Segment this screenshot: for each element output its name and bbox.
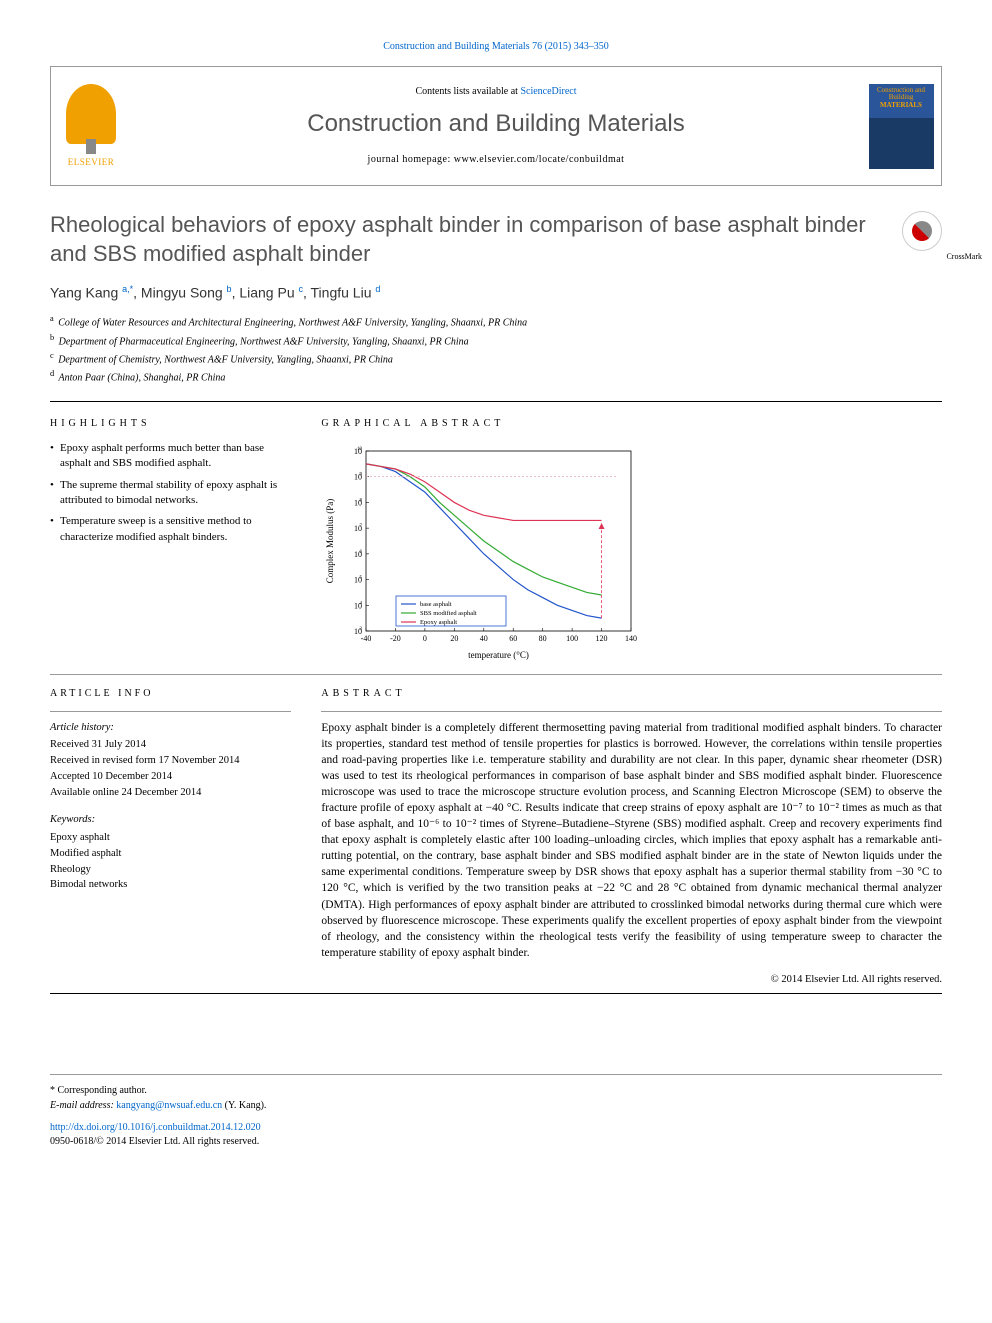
issn-line: 0950-0618/© 2014 Elsevier Ltd. All right…	[50, 1135, 942, 1149]
authors-line: Yang Kang a,*, Mingyu Song b, Liang Pu c…	[50, 283, 942, 303]
svg-text:10: 10	[357, 447, 363, 452]
doi-link[interactable]: http://dx.doi.org/10.1016/j.conbuildmat.…	[50, 1121, 942, 1135]
homepage-prefix: journal homepage:	[368, 154, 454, 165]
keyword: Bimodal networks	[50, 877, 291, 893]
journal-name: Construction and Building Materials	[307, 107, 685, 141]
keywords-label: Keywords:	[50, 812, 291, 828]
affiliation-line: b Department of Pharmaceutical Engineeri…	[50, 332, 942, 349]
svg-text:-20: -20	[390, 634, 401, 643]
svg-text:100: 100	[566, 634, 578, 643]
svg-text:SBS modified asphalt: SBS modified asphalt	[420, 610, 477, 617]
graphical-abstract-chart: 1031041051061071081091010-40-20020406080…	[321, 441, 942, 666]
affiliations: a College of Water Resources and Archite…	[50, 313, 942, 385]
divider-thin	[50, 711, 291, 712]
affiliation-line: d Anton Paar (China), Shanghai, PR China	[50, 368, 942, 385]
keyword: Modified asphalt	[50, 846, 291, 862]
affiliation-line: c Department of Chemistry, Northwest A&F…	[50, 350, 942, 367]
article-title: Rheological behaviors of epoxy asphalt b…	[50, 211, 882, 268]
abstract-text: Epoxy asphalt binder is a completely dif…	[321, 720, 942, 961]
svg-text:7: 7	[360, 524, 363, 529]
crossmark-label: CrossMark	[946, 251, 982, 262]
header-center: Contents lists available at ScienceDirec…	[131, 67, 861, 185]
graphical-abstract-label: GRAPHICAL ABSTRACT	[321, 417, 942, 431]
svg-text:6: 6	[360, 550, 363, 555]
highlights-list: Epoxy asphalt performs much better than …	[50, 441, 291, 545]
copyright-line: © 2014 Elsevier Ltd. All rights reserved…	[321, 973, 942, 988]
keyword: Epoxy asphalt	[50, 830, 291, 846]
svg-text:20: 20	[451, 634, 459, 643]
svg-text:5: 5	[360, 575, 363, 580]
email-suffix: (Y. Kang).	[222, 1100, 266, 1111]
publisher-name: ELSEVIER	[68, 156, 115, 169]
crossmark-icon[interactable]	[902, 211, 942, 251]
svg-text:8: 8	[360, 498, 363, 503]
svg-text:temperature (°C): temperature (°C)	[468, 650, 529, 660]
divider-thin	[50, 674, 942, 675]
article-history: Article history: Received 31 July 2014Re…	[50, 720, 291, 894]
cover-text-bottom: MATERIALS	[872, 102, 931, 110]
divider	[50, 993, 942, 994]
history-line: Accepted 10 December 2014	[50, 769, 291, 785]
history-label: Article history:	[50, 720, 291, 736]
svg-text:-40: -40	[361, 634, 372, 643]
history-line: Available online 24 December 2014	[50, 785, 291, 801]
history-line: Received in revised form 17 November 201…	[50, 753, 291, 769]
cover-thumbnail: Construction and Building MATERIALS	[869, 84, 934, 169]
affiliation-line: a College of Water Resources and Archite…	[50, 313, 942, 330]
svg-text:120: 120	[596, 634, 608, 643]
highlights-label: HIGHLIGHTS	[50, 417, 291, 431]
footer: * Corresponding author. E-mail address: …	[50, 1074, 942, 1149]
article-info-label: ARTICLE INFO	[50, 687, 291, 701]
svg-text:140: 140	[625, 634, 637, 643]
keywords-list: Epoxy asphaltModified asphaltRheologyBim…	[50, 830, 291, 893]
divider-thin	[321, 711, 942, 712]
svg-text:40: 40	[480, 634, 488, 643]
citation-line: Construction and Building Materials 76 (…	[50, 40, 942, 54]
contents-prefix: Contents lists available at	[415, 86, 520, 97]
journal-cover: Construction and Building MATERIALS	[861, 67, 941, 185]
sciencedirect-link[interactable]: ScienceDirect	[520, 86, 576, 97]
divider	[50, 401, 942, 402]
homepage-url[interactable]: www.elsevier.com/locate/conbuildmat	[454, 154, 625, 165]
svg-text:0: 0	[423, 634, 427, 643]
highlight-item: Epoxy asphalt performs much better than …	[50, 441, 291, 472]
publisher-logo: ELSEVIER	[51, 67, 131, 185]
svg-text:60: 60	[510, 634, 518, 643]
homepage-line: journal homepage: www.elsevier.com/locat…	[368, 153, 625, 167]
svg-text:80: 80	[539, 634, 547, 643]
svg-text:base asphalt: base asphalt	[420, 601, 452, 608]
history-line: Received 31 July 2014	[50, 737, 291, 753]
email-prefix: E-mail address:	[50, 1100, 116, 1111]
corresponding-author: * Corresponding author.	[50, 1083, 942, 1098]
svg-text:9: 9	[360, 472, 363, 477]
elsevier-tree-icon	[66, 84, 116, 144]
keyword: Rheology	[50, 862, 291, 878]
email-line: E-mail address: kangyang@nwsuaf.edu.cn (…	[50, 1098, 942, 1113]
highlight-item: Temperature sweep is a sensitive method …	[50, 514, 291, 545]
journal-header: ELSEVIER Contents lists available at Sci…	[50, 66, 942, 186]
email-link[interactable]: kangyang@nwsuaf.edu.cn	[116, 1100, 222, 1111]
svg-text:4: 4	[360, 601, 363, 606]
svg-text:Complex Modulus (Pa): Complex Modulus (Pa)	[325, 498, 335, 583]
cover-text-top: Construction and Building	[872, 87, 931, 102]
abstract-label: ABSTRACT	[321, 687, 942, 701]
contents-line: Contents lists available at ScienceDirec…	[415, 85, 576, 99]
svg-text:Epoxy asphalt: Epoxy asphalt	[420, 619, 457, 626]
highlight-item: The supreme thermal stability of epoxy a…	[50, 478, 291, 509]
svg-text:3: 3	[360, 627, 363, 632]
